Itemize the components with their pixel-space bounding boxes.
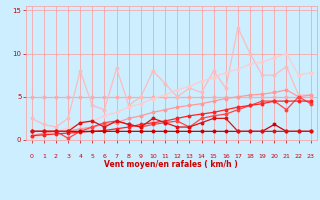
X-axis label: Vent moyen/en rafales ( km/h ): Vent moyen/en rafales ( km/h ) [104,160,238,169]
